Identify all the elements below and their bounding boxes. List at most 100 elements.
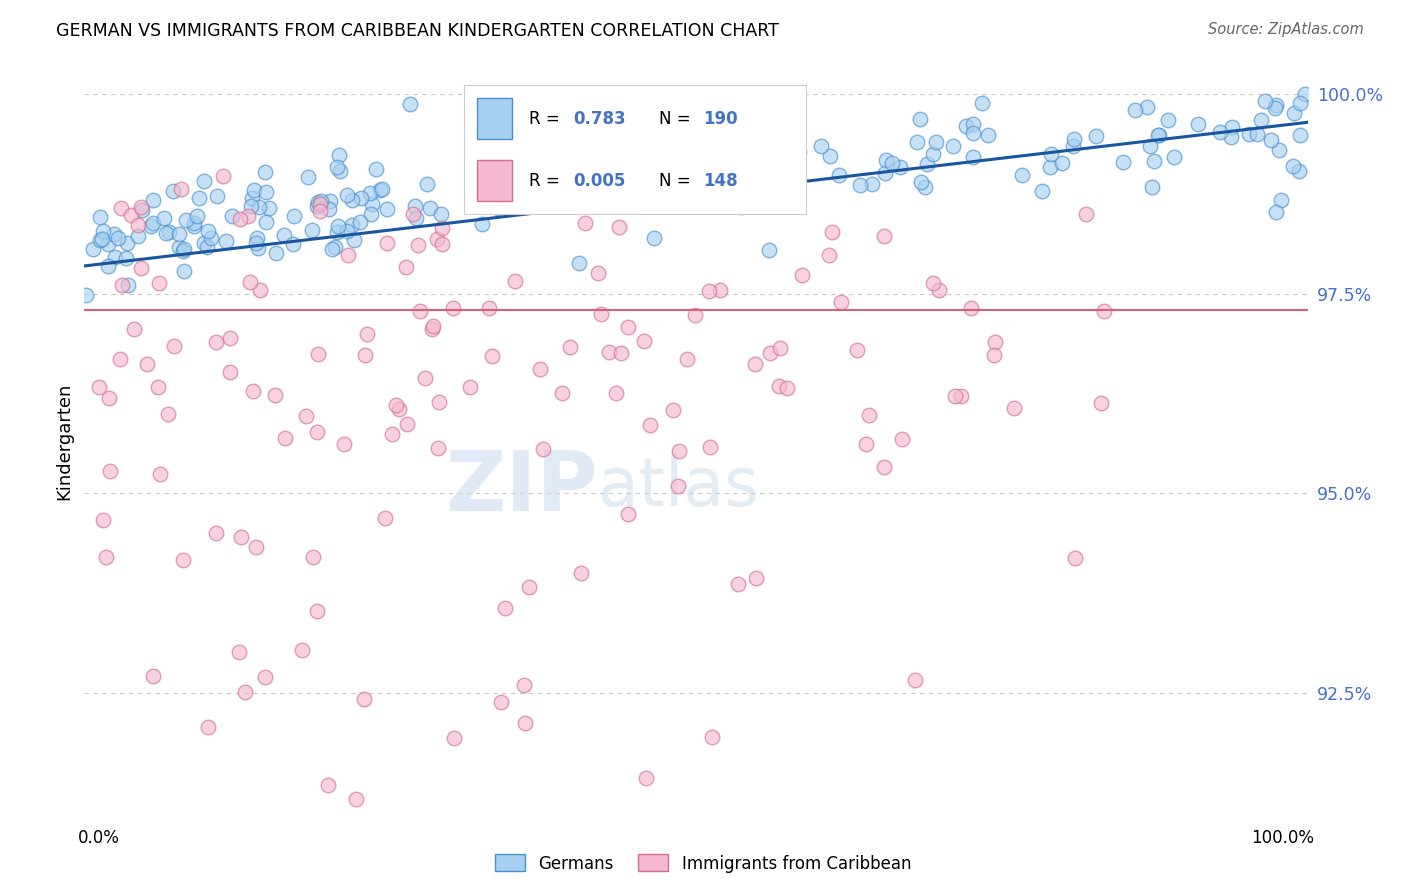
Point xyxy=(350,191,373,205)
Point xyxy=(1254,94,1277,108)
Point xyxy=(640,417,662,432)
Point xyxy=(574,162,596,177)
Point xyxy=(1288,164,1310,178)
Point xyxy=(218,331,240,345)
Point xyxy=(337,248,360,262)
Point xyxy=(115,252,138,266)
Point xyxy=(970,96,993,111)
Point xyxy=(249,200,271,214)
Point xyxy=(122,322,145,336)
Point xyxy=(505,274,527,288)
Point xyxy=(830,295,852,310)
Point xyxy=(395,417,418,431)
Point xyxy=(713,195,735,210)
Point xyxy=(665,156,688,170)
Point xyxy=(645,141,668,155)
Point xyxy=(1040,146,1063,161)
Point xyxy=(361,196,384,211)
Point xyxy=(517,581,540,595)
Point xyxy=(745,570,768,584)
Point xyxy=(239,275,262,289)
Point xyxy=(568,256,591,270)
Point xyxy=(513,715,536,730)
Point xyxy=(142,193,165,207)
Point xyxy=(307,347,329,361)
Point xyxy=(628,181,651,195)
Point xyxy=(395,260,418,274)
Point xyxy=(264,246,287,260)
Point xyxy=(360,206,382,220)
Point xyxy=(307,198,329,212)
Point xyxy=(638,198,661,212)
Point xyxy=(730,200,752,214)
Point xyxy=(1140,180,1163,194)
Point xyxy=(264,388,287,402)
Point xyxy=(720,186,742,201)
Point xyxy=(727,577,749,591)
Point xyxy=(375,202,398,217)
Point xyxy=(668,444,690,458)
Point xyxy=(1149,128,1171,142)
Point xyxy=(610,345,633,359)
Point xyxy=(172,244,194,259)
Point xyxy=(962,126,984,140)
Point xyxy=(139,219,162,233)
Point xyxy=(751,184,773,198)
Point xyxy=(402,207,425,221)
Point xyxy=(309,204,332,219)
Point xyxy=(633,334,655,348)
Point xyxy=(87,380,110,394)
Point xyxy=(603,174,626,188)
Point xyxy=(679,194,702,209)
Point xyxy=(700,731,723,745)
Point xyxy=(366,162,388,177)
Point xyxy=(318,202,340,216)
Point xyxy=(662,403,685,417)
Point xyxy=(586,266,609,280)
Point xyxy=(157,225,180,239)
Point xyxy=(1270,194,1292,208)
Point xyxy=(419,201,441,215)
Point xyxy=(375,236,398,251)
Point xyxy=(636,771,658,785)
Point xyxy=(162,184,184,198)
Point xyxy=(1146,128,1168,142)
Point xyxy=(1163,150,1185,164)
Point xyxy=(416,177,439,191)
Point xyxy=(1050,156,1073,170)
Point xyxy=(910,176,932,190)
Point xyxy=(860,177,883,191)
Point xyxy=(491,172,513,186)
Text: ZIP: ZIP xyxy=(446,447,598,527)
Point xyxy=(471,217,494,231)
Point xyxy=(609,170,631,185)
Point xyxy=(744,358,766,372)
Point xyxy=(905,135,928,149)
Point xyxy=(385,398,408,412)
Point xyxy=(624,188,647,202)
Point xyxy=(197,240,219,254)
Point xyxy=(697,285,720,299)
Point xyxy=(513,678,536,692)
Point xyxy=(90,232,112,246)
Point xyxy=(1294,87,1316,101)
Point xyxy=(536,197,558,211)
Point xyxy=(607,219,630,234)
Point xyxy=(301,222,323,236)
Point xyxy=(197,720,219,734)
Point xyxy=(1250,113,1272,128)
Point xyxy=(755,186,778,200)
Point xyxy=(443,731,465,746)
Point xyxy=(983,348,1005,362)
Point xyxy=(215,234,238,248)
Point xyxy=(259,201,281,215)
Point xyxy=(318,194,340,208)
Point xyxy=(103,227,125,242)
Point xyxy=(875,153,897,167)
Point xyxy=(1282,159,1305,173)
Point xyxy=(117,235,139,250)
Point xyxy=(82,243,104,257)
Point xyxy=(1135,100,1157,114)
Point xyxy=(668,131,690,145)
Point xyxy=(167,240,190,254)
